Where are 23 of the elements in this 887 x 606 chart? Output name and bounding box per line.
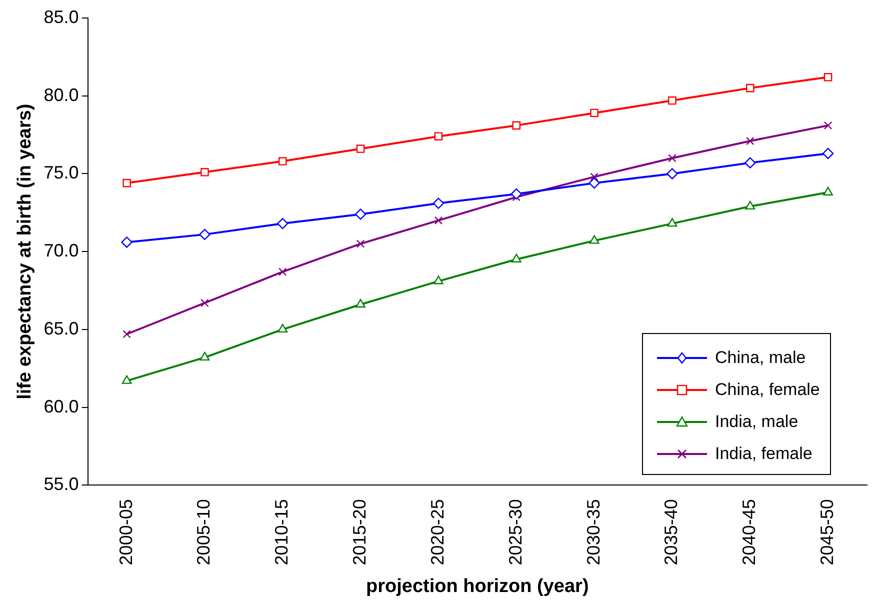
x-tick-label: 2000-05 — [116, 499, 136, 566]
y-tick-label: 65.0 — [44, 318, 79, 338]
x-tick-label: 2020-25 — [427, 499, 448, 566]
x-tick-label: 2015-20 — [350, 499, 370, 566]
legend-label: China, female — [715, 380, 820, 400]
x-tick-label: 2035-40 — [661, 499, 682, 566]
y-tick-label: 70.0 — [44, 240, 79, 261]
x-axis-title: projection horizon (year) — [366, 576, 589, 597]
legend-label: China, male — [715, 348, 806, 368]
x-tick-label: 2005-10 — [194, 499, 214, 566]
legend-label: India, male — [715, 412, 798, 432]
y-tick-label: 85.0 — [44, 6, 79, 27]
x-tick-label: 2045-50 — [817, 499, 838, 566]
legend-label: India, female — [715, 444, 812, 464]
y-tick-label: 55.0 — [44, 474, 79, 494]
y-tick-label: 80.0 — [44, 84, 79, 105]
x-tick-label: 2010-15 — [272, 499, 292, 566]
y-tick-label: 60.0 — [44, 396, 79, 416]
y-tick-label: 75.0 — [44, 162, 79, 183]
x-tick-label: 2040-45 — [739, 499, 760, 566]
x-tick-label: 2030-35 — [583, 499, 604, 566]
x-tick-label: 2025-30 — [505, 499, 526, 566]
y-axis-title: life expectancy at birth (in years) — [14, 104, 36, 400]
